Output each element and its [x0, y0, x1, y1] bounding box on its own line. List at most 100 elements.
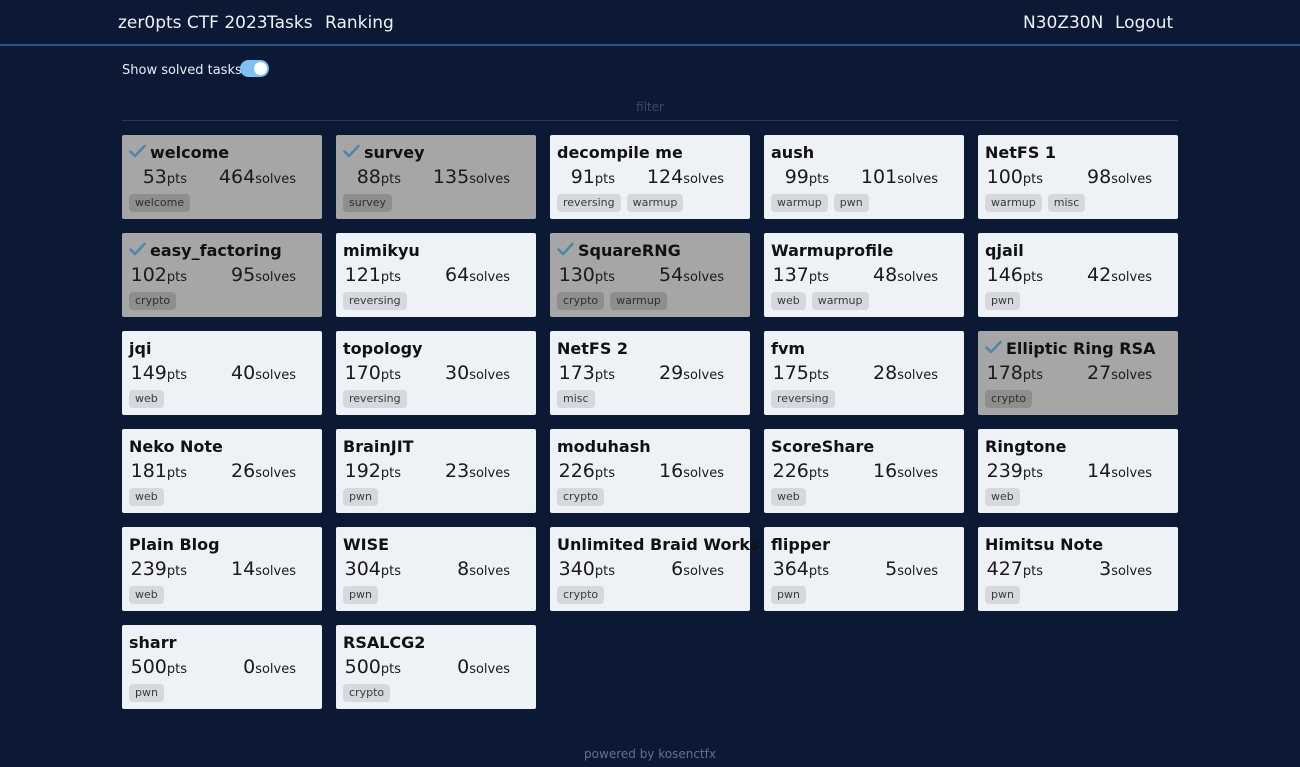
- task-card[interactable]: NetFS 1 100pts 98solves warmup misc: [978, 135, 1178, 219]
- task-card[interactable]: qjail 146pts 42solves pwn: [978, 233, 1178, 317]
- task-card[interactable]: jqi 149pts 40solves web: [122, 331, 322, 415]
- task-tag[interactable]: warmup: [985, 194, 1042, 212]
- task-tags: web warmup: [771, 292, 869, 310]
- task-points-unit: pts: [1022, 564, 1043, 579]
- task-points: 340pts: [559, 558, 615, 580]
- task-title: decompile me: [557, 143, 683, 162]
- task-solves-unit: solves: [255, 172, 296, 187]
- task-points-unit: pts: [594, 564, 615, 579]
- task-card[interactable]: mimikyu 121pts 64solves reversing: [336, 233, 536, 317]
- task-tag[interactable]: crypto: [557, 488, 605, 506]
- nav-ranking-link[interactable]: Ranking: [325, 13, 394, 33]
- task-solves-value: 26: [231, 460, 256, 482]
- task-solves: 14solves: [231, 558, 296, 580]
- task-points-value: 500: [344, 656, 381, 678]
- task-solves: 48solves: [873, 264, 938, 286]
- task-tag[interactable]: reversing: [557, 194, 621, 212]
- task-tag[interactable]: crypto: [129, 292, 177, 310]
- task-card[interactable]: NetFS 2 173pts 29solves misc: [550, 331, 750, 415]
- task-tags: survey: [343, 194, 393, 212]
- task-tag[interactable]: reversing: [771, 390, 835, 408]
- task-tag[interactable]: pwn: [833, 194, 869, 212]
- task-solves-value: 464: [218, 166, 256, 188]
- task-title: easy_factoring: [150, 241, 282, 260]
- task-solves: 95solves: [231, 264, 296, 286]
- task-tag[interactable]: warmup: [626, 194, 684, 212]
- task-card[interactable]: Himitsu Note 427pts 3solves pwn: [978, 527, 1178, 611]
- task-card[interactable]: Warmuprofile 137pts 48solves web warmup: [764, 233, 964, 317]
- task-card[interactable]: easy_factoring 102pts 95solves crypto: [122, 233, 322, 317]
- task-solves-value: 14: [231, 558, 256, 580]
- task-tag[interactable]: crypto: [557, 586, 605, 604]
- task-solves-value: 27: [1087, 362, 1112, 384]
- task-card[interactable]: aush 99pts 101solves warmup pwn: [764, 135, 964, 219]
- task-tag[interactable]: pwn: [129, 684, 164, 702]
- task-tag[interactable]: web: [129, 586, 164, 604]
- task-tag[interactable]: welcome: [129, 194, 191, 212]
- task-tag[interactable]: crypto: [557, 292, 605, 310]
- task-tag[interactable]: warmup: [610, 292, 667, 310]
- task-card[interactable]: welcome 53pts 464solves welcome: [122, 135, 322, 219]
- task-points-value: 226: [772, 460, 809, 482]
- task-solves-unit: solves: [255, 662, 296, 677]
- task-card[interactable]: BrainJIT 192pts 23solves pwn: [336, 429, 536, 513]
- task-card[interactable]: sharr 500pts 0solves pwn: [122, 625, 322, 709]
- task-solves-unit: solves: [469, 466, 510, 481]
- task-tag[interactable]: web: [771, 292, 806, 310]
- task-tag[interactable]: pwn: [343, 586, 378, 604]
- task-points: 226pts: [559, 460, 615, 482]
- task-tag[interactable]: misc: [1047, 194, 1086, 212]
- task-card[interactable]: Neko Note 181pts 26solves web: [122, 429, 322, 513]
- task-title: NetFS 2: [557, 339, 629, 358]
- task-points-value: 181: [130, 460, 167, 482]
- task-tags: pwn: [985, 586, 1020, 604]
- task-tag[interactable]: web: [771, 488, 806, 506]
- task-solves-value: 101: [860, 166, 898, 188]
- task-solves-value: 28: [873, 362, 898, 384]
- task-tag[interactable]: pwn: [985, 292, 1020, 310]
- user-link[interactable]: N30Z30N: [1023, 13, 1104, 33]
- task-tag[interactable]: pwn: [343, 488, 378, 506]
- task-card[interactable]: RSALCG2 500pts 0solves crypto: [336, 625, 536, 709]
- task-card[interactable]: fvm 175pts 28solves reversing: [764, 331, 964, 415]
- task-points-unit: pts: [1022, 270, 1043, 285]
- task-tag[interactable]: survey: [343, 194, 393, 212]
- task-points-unit: pts: [808, 368, 829, 383]
- nav-tasks-link[interactable]: Tasks: [267, 13, 313, 33]
- task-card[interactable]: Elliptic Ring RSA 178pts 27solves crypto: [978, 331, 1178, 415]
- brand-link[interactable]: zer0pts CTF 2023: [118, 13, 268, 33]
- task-tags: pwn: [343, 488, 378, 506]
- task-tag[interactable]: crypto: [343, 684, 391, 702]
- task-tag[interactable]: web: [129, 390, 164, 408]
- show-solved-toggle[interactable]: [240, 60, 269, 77]
- task-card[interactable]: ScoreShare 226pts 16solves web: [764, 429, 964, 513]
- task-tag[interactable]: pwn: [985, 586, 1020, 604]
- task-card[interactable]: topology 170pts 30solves reversing: [336, 331, 536, 415]
- task-solves-unit: solves: [683, 172, 724, 187]
- task-card[interactable]: WISE 304pts 8solves pwn: [336, 527, 536, 611]
- task-solves-value: 48: [873, 264, 898, 286]
- task-card[interactable]: Plain Blog 239pts 14solves web: [122, 527, 322, 611]
- task-tag[interactable]: crypto: [985, 390, 1033, 408]
- task-card[interactable]: Ringtone 239pts 14solves web: [978, 429, 1178, 513]
- task-card[interactable]: survey 88pts 135solves survey: [336, 135, 536, 219]
- task-tag[interactable]: reversing: [343, 292, 407, 310]
- task-tag[interactable]: warmup: [811, 292, 869, 310]
- filter-input[interactable]: [122, 94, 1178, 121]
- task-card[interactable]: decompile me 91pts 124solves reversing warmu…: [550, 135, 750, 219]
- task-tag[interactable]: pwn: [771, 586, 806, 604]
- task-tag[interactable]: reversing: [343, 390, 407, 408]
- task-solves: 5solves: [885, 558, 938, 580]
- logout-link[interactable]: Logout: [1115, 13, 1174, 33]
- task-card[interactable]: Unlimited Braid Works 340pts 6solves crypto: [550, 527, 760, 611]
- task-title: Neko Note: [129, 437, 223, 456]
- task-card[interactable]: flipper 364pts 5solves pwn: [764, 527, 964, 611]
- task-solves-unit: solves: [683, 368, 724, 383]
- task-card[interactable]: moduhash 226pts 16solves crypto: [550, 429, 750, 513]
- task-tag[interactable]: misc: [557, 390, 595, 408]
- task-tag[interactable]: web: [985, 488, 1020, 506]
- task-solves: 28solves: [873, 362, 938, 384]
- task-tag[interactable]: warmup: [771, 194, 828, 212]
- task-card[interactable]: SquareRNG 130pts 54solves crypto warmup: [550, 233, 750, 317]
- task-tag[interactable]: web: [129, 488, 164, 506]
